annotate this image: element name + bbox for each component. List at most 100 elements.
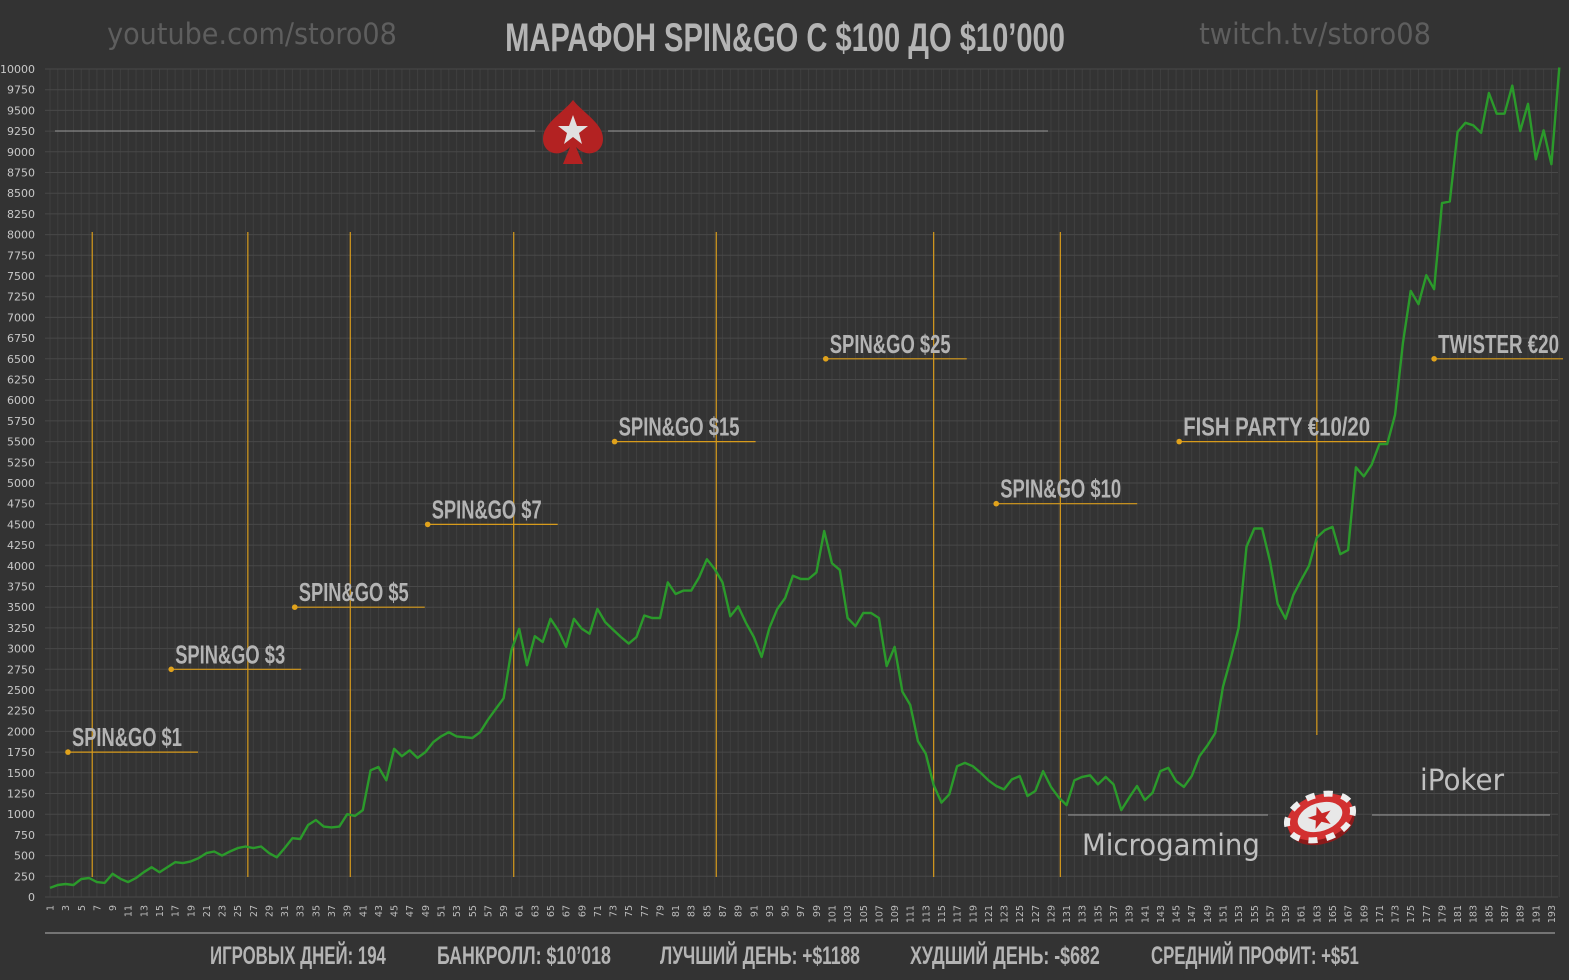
annotation-label: SPIN&GO $10 bbox=[1000, 475, 1121, 504]
y-tick-label: 7000 bbox=[7, 311, 35, 324]
x-tick-label: 49 bbox=[421, 905, 432, 917]
y-tick-label: 2000 bbox=[7, 725, 35, 738]
x-tick-label: 17 bbox=[171, 905, 182, 917]
x-tick-label: 167 bbox=[1344, 905, 1355, 923]
x-tick-label: 27 bbox=[249, 905, 260, 917]
x-tick-label: 5 bbox=[77, 905, 88, 911]
x-tick-label: 105 bbox=[859, 905, 870, 923]
x-tick-label: 169 bbox=[1359, 905, 1370, 923]
x-tick-label: 53 bbox=[452, 905, 463, 917]
y-tick-label: 4000 bbox=[7, 560, 35, 573]
x-tick-label: 97 bbox=[796, 905, 807, 917]
x-tick-label: 15 bbox=[155, 905, 166, 917]
grid bbox=[45, 68, 1560, 898]
limit-change-lines bbox=[91, 90, 1318, 877]
annotation-label: SPIN&GO $25 bbox=[830, 330, 951, 359]
x-tick-label: 109 bbox=[890, 905, 901, 923]
annotation-dot bbox=[1176, 438, 1183, 445]
y-tick-label: 1500 bbox=[7, 767, 35, 780]
x-tick-label: 13 bbox=[139, 905, 150, 917]
x-tick-label: 151 bbox=[1219, 905, 1230, 923]
x-tick-label: 75 bbox=[624, 905, 635, 917]
x-tick-label: 25 bbox=[233, 905, 244, 917]
x-tick-label: 73 bbox=[609, 905, 620, 917]
y-tick-label: 9750 bbox=[7, 84, 35, 97]
x-tick-label: 129 bbox=[1046, 905, 1057, 923]
footer-stat: ХУДШИЙ ДЕНЬ: -$682 bbox=[910, 941, 1100, 970]
y-tick-label: 5000 bbox=[7, 477, 35, 490]
chart-title: МАРАФОН SPIN&GO С $100 ДО $10’000 bbox=[505, 16, 1065, 61]
y-tick-label: 8250 bbox=[7, 208, 35, 221]
y-tick-label: 250 bbox=[14, 870, 35, 883]
x-tick-label: 59 bbox=[499, 905, 510, 917]
x-tick-label: 83 bbox=[687, 905, 698, 917]
x-tick-label: 177 bbox=[1422, 905, 1433, 923]
x-tick-label: 139 bbox=[1125, 905, 1136, 923]
annotation-spin-go-15: SPIN&GO $15 bbox=[611, 413, 756, 445]
x-tick-label: 65 bbox=[546, 905, 557, 917]
x-tick-label: 89 bbox=[734, 905, 745, 917]
x-tick-label: 163 bbox=[1312, 905, 1323, 923]
x-tick-label: 157 bbox=[1265, 905, 1276, 923]
y-tick-label: 3000 bbox=[7, 643, 35, 656]
x-tick-label: 145 bbox=[1172, 905, 1183, 923]
annotation-spin-go-25: SPIN&GO $25 bbox=[822, 330, 967, 362]
x-tick-label: 161 bbox=[1297, 905, 1308, 923]
annotation-label: FISH PARTY €10/20 bbox=[1183, 412, 1370, 441]
x-tick-label: 135 bbox=[1093, 905, 1104, 923]
microgaming-label: Microgaming bbox=[1082, 828, 1260, 862]
x-tick-label: 63 bbox=[530, 905, 541, 917]
footer-stat: СРЕДНИЙ ПРОФИТ: +$51 bbox=[1151, 941, 1359, 970]
y-tick-label: 750 bbox=[14, 829, 35, 842]
x-tick-label: 47 bbox=[405, 905, 416, 917]
y-tick-label: 8750 bbox=[7, 167, 35, 180]
y-tick-label: 4250 bbox=[7, 539, 35, 552]
twitch-link[interactable]: twitch.tv/storo08 bbox=[1199, 17, 1431, 51]
annotation-label: SPIN&GO $3 bbox=[175, 640, 285, 669]
y-tick-label: 5250 bbox=[7, 456, 35, 469]
x-tick-label: 85 bbox=[702, 905, 713, 917]
x-tick-label: 67 bbox=[562, 905, 573, 917]
poker-chip-icon bbox=[1283, 790, 1357, 846]
x-tick-label: 11 bbox=[124, 905, 135, 917]
pokerstars-spade-icon bbox=[543, 100, 603, 164]
x-tick-label: 189 bbox=[1516, 905, 1527, 923]
x-tick-label: 143 bbox=[1156, 905, 1167, 923]
x-tick-label: 187 bbox=[1500, 905, 1511, 923]
y-tick-label: 6250 bbox=[7, 374, 35, 387]
x-tick-label: 141 bbox=[1140, 905, 1151, 923]
x-tick-label: 159 bbox=[1281, 905, 1292, 923]
x-tick-label: 119 bbox=[968, 905, 979, 923]
x-tick-label: 29 bbox=[264, 905, 275, 917]
annotation-dot bbox=[424, 521, 431, 528]
x-tick-label: 155 bbox=[1250, 905, 1261, 923]
x-tick-label: 39 bbox=[343, 905, 354, 917]
footer-stat: ЛУЧШИЙ ДЕНЬ: +$1188 bbox=[660, 941, 860, 970]
annotation-twister-20: TWISTER €20 bbox=[1431, 329, 1563, 362]
x-tick-label: 79 bbox=[655, 905, 666, 917]
footer-stat: БАНКРОЛЛ: $10’018 bbox=[437, 941, 611, 970]
x-tick-label: 149 bbox=[1203, 905, 1214, 923]
x-tick-label: 51 bbox=[437, 905, 448, 917]
y-tick-label: 2250 bbox=[7, 705, 35, 718]
y-tick-label: 10000 bbox=[0, 63, 35, 76]
x-tick-label: 69 bbox=[577, 905, 588, 917]
y-tick-label: 1000 bbox=[7, 808, 35, 821]
x-axis-ticks: 1 3 5 7 9 11 13 15 17 19 21 23 25 27 29 31 33 35 37 39 41 43 4… bbox=[46, 905, 1558, 923]
x-tick-label: 193 bbox=[1547, 905, 1558, 923]
x-tick-label: 61 bbox=[515, 905, 526, 917]
x-tick-label: 41 bbox=[358, 905, 369, 917]
annotations: SPIN&GO $1 SPIN&GO $3 SPIN&GO $5 SPIN&GO $7… bbox=[65, 329, 1563, 755]
x-tick-label: 181 bbox=[1453, 905, 1464, 923]
y-tick-label: 6500 bbox=[7, 353, 35, 366]
x-tick-label: 71 bbox=[593, 905, 604, 917]
youtube-link[interactable]: youtube.com/storo08 bbox=[107, 17, 397, 51]
x-tick-label: 173 bbox=[1391, 905, 1402, 923]
x-tick-label: 37 bbox=[327, 905, 338, 917]
annotation-dot bbox=[993, 500, 1000, 507]
y-tick-label: 3500 bbox=[7, 601, 35, 614]
y-tick-label: 0 bbox=[28, 891, 35, 904]
x-tick-label: 9 bbox=[108, 905, 119, 911]
x-tick-label: 55 bbox=[468, 905, 479, 917]
x-tick-label: 21 bbox=[202, 905, 213, 917]
